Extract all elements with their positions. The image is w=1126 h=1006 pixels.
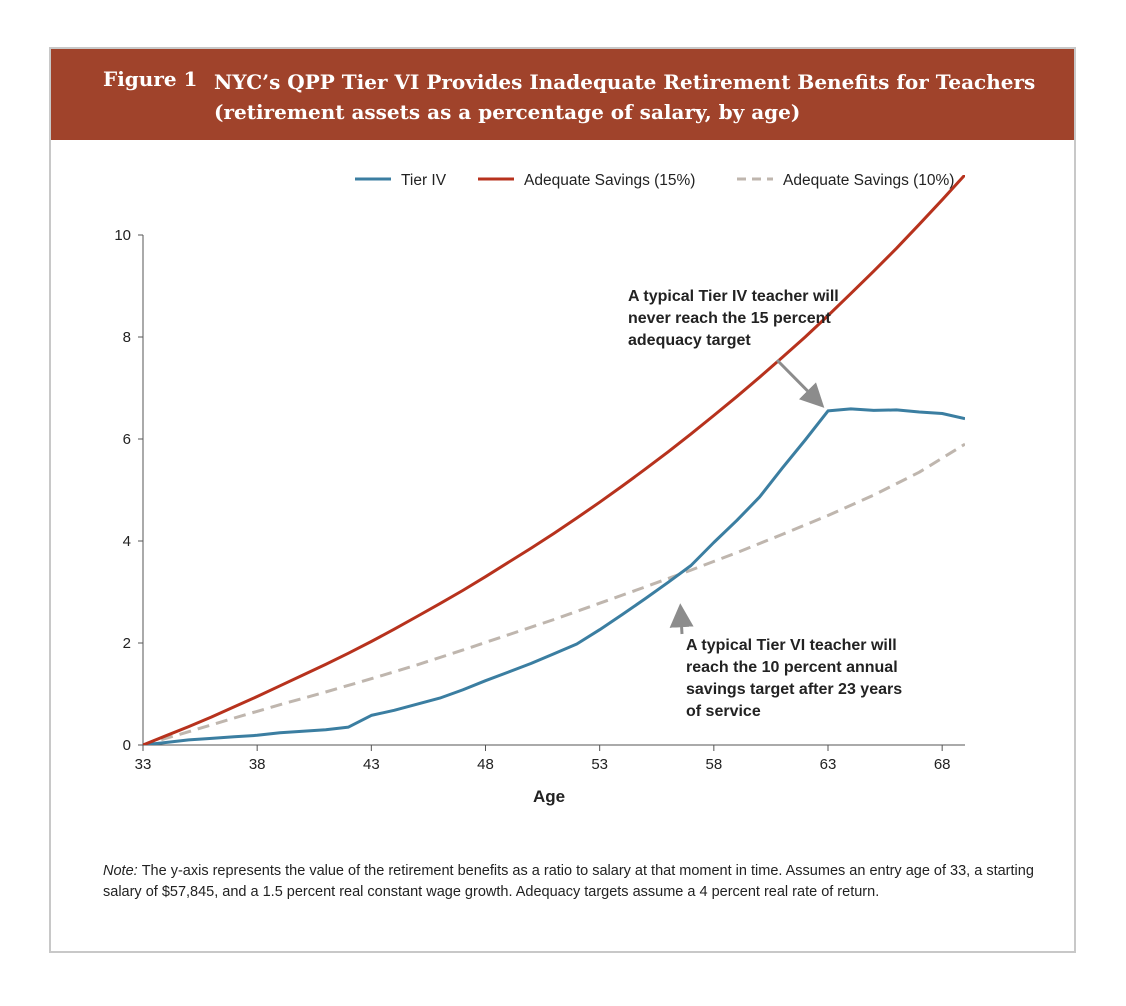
figure-title-line2: (retirement assets as a percentage of sa… <box>214 100 801 124</box>
x-tick-label: 58 <box>705 756 722 773</box>
annotation-arrow <box>669 603 694 635</box>
legend-label: Tier IV <box>401 172 447 189</box>
y-tick-label: 10 <box>114 227 131 244</box>
x-tick-label: 38 <box>249 756 266 773</box>
x-tick-label: 48 <box>477 756 494 773</box>
note-label: Note: <box>103 863 142 879</box>
annotation-arrow <box>775 358 825 408</box>
legend-label: Adequate Savings (15%) <box>524 172 695 189</box>
annotation-text: of service <box>686 703 761 720</box>
y-tick-label: 6 <box>123 431 131 448</box>
figure-label: Figure 1 <box>103 67 198 91</box>
figure-title: NYC’s QPP Tier VI Provides Inadequate Re… <box>214 67 1035 127</box>
figure-banner: Figure 1 NYC’s QPP Tier VI Provides Inad… <box>51 49 1074 140</box>
annotation-text: reach the 10 percent annual <box>686 659 898 676</box>
x-tick-label: 63 <box>820 756 837 773</box>
annotation-text: never reach the 15 percent <box>628 310 831 327</box>
x-tick-label: 43 <box>363 756 380 773</box>
series-line-adequate-savings-10 <box>143 442 965 745</box>
chart-note: Note: The y-axis represents the value of… <box>103 861 1043 903</box>
x-axis-title: Age <box>533 787 565 806</box>
x-tick-label: 33 <box>135 756 152 773</box>
y-tick-label: 2 <box>123 635 131 652</box>
figure-title-line1: NYC’s QPP Tier VI Provides Inadequate Re… <box>214 70 1036 94</box>
y-tick-label: 8 <box>123 329 131 346</box>
x-tick-label: 53 <box>591 756 608 773</box>
note-text: The y-axis represents the value of the r… <box>103 863 1034 900</box>
figure-frame: Figure 1 NYC’s QPP Tier VI Provides Inad… <box>49 47 1076 953</box>
x-tick-label: 68 <box>934 756 951 773</box>
annotation-text: adequacy target <box>628 332 751 349</box>
annotation-text: savings target after 23 years <box>686 681 902 698</box>
legend-label: Adequate Savings (10%) <box>783 172 954 189</box>
series-line-adequate-savings-15 <box>143 175 965 745</box>
annotation-text: A typical Tier IV teacher will <box>628 288 839 305</box>
y-tick-label: 0 <box>123 737 131 754</box>
annotation-text: A typical Tier VI teacher will <box>686 637 897 654</box>
series-line-tier-iv <box>143 407 965 745</box>
y-tick-label: 4 <box>123 533 131 550</box>
